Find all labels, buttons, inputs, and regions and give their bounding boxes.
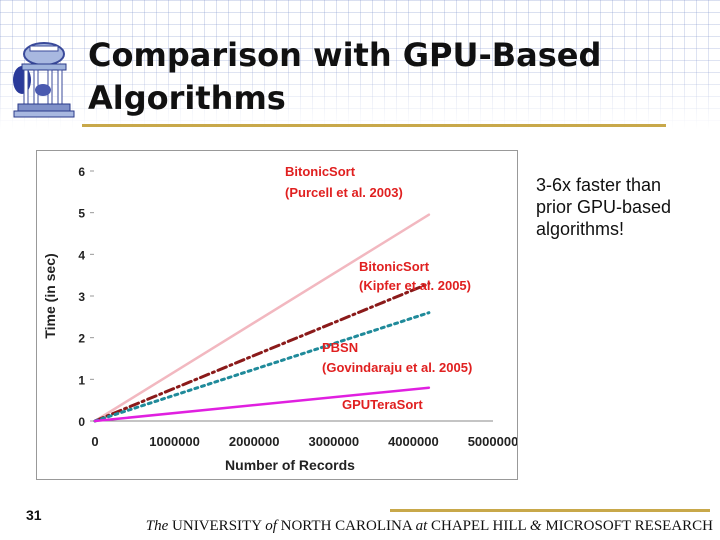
y-axis-title: Time (in sec) <box>42 253 58 338</box>
y-tick-label-3: 3 <box>78 290 85 304</box>
speedup-callout: 3-6x faster than prior GPU-based algorit… <box>536 174 711 240</box>
y-tick-label-1: 1 <box>78 373 85 387</box>
footer-the: The <box>145 518 169 534</box>
header-grid-background <box>0 0 720 130</box>
footer-rule <box>390 509 710 512</box>
chart-frame: 0 1 2 3 4 5 6 0 1000000 2000000 3000000 4000000 5000… <box>36 150 518 480</box>
title-line-1: Comparison with GPU-Based <box>88 36 602 74</box>
x-tick-label-4000000: 4000000 <box>388 434 439 449</box>
y-tick-label-2: 2 <box>78 332 85 346</box>
series-line-1 <box>93 282 431 423</box>
x-tick-label-1000000: 1000000 <box>149 434 200 449</box>
slide-number: 31 <box>26 507 42 523</box>
page-title: Comparison with GPU-Based Algorithms <box>88 34 688 120</box>
y-tick-label-0: 0 <box>78 415 85 429</box>
series-label-1-line-2: (Kipfer et al. 2005) <box>359 278 471 293</box>
callout-line-2: prior GPU-based <box>536 197 672 217</box>
x-tick-label-5000000: 5000000 <box>468 434 517 449</box>
series-label-3-line-1: GPUTeraSort <box>342 397 423 412</box>
y-tick-label-4: 4 <box>78 248 85 262</box>
footer-chapel-hill: CHAPEL HILL <box>427 518 530 534</box>
series-label-2-line-2: (Govindaraju et al. 2005) <box>322 360 472 375</box>
x-tick-label-2000000: 2000000 <box>229 434 280 449</box>
footer-affiliation: The UNIVERSITY of NORTH CAROLINA at CHAP… <box>133 518 713 535</box>
series-line-0 <box>93 213 431 423</box>
x-tick-label-3000000: 3000000 <box>308 434 359 449</box>
series-label-0-line-2: (Purcell et al. 2003) <box>285 185 403 200</box>
series-line-2 <box>93 311 431 423</box>
title-underline <box>82 124 666 127</box>
y-tick-label-5: 5 <box>78 207 85 221</box>
footer-at: at <box>415 518 428 534</box>
footer-ampersand: & <box>529 518 542 534</box>
footer-north-carolina: NORTH CAROLINA <box>276 518 416 534</box>
series-label-0-line-1: BitonicSort <box>285 164 356 179</box>
footer-microsoft-research: MICROSOFT RESEARCH <box>541 518 713 534</box>
y-tick-label-6: 6 <box>78 165 85 179</box>
series-label-2-line-1: PBSN <box>322 340 358 355</box>
series-line-3 <box>93 386 431 423</box>
x-axis-title: Number of Records <box>225 457 355 473</box>
footer-of: of <box>265 518 277 534</box>
old-well-logo <box>13 42 75 118</box>
x-tick-label-0: 0 <box>91 434 98 449</box>
callout-line-1: 3-6x faster than <box>536 175 662 195</box>
footer-university: UNIVERSITY <box>168 518 266 534</box>
series-label-1-line-1: BitonicSort <box>359 259 430 274</box>
title-line-2: Algorithms <box>88 79 286 117</box>
callout-line-3: algorithms! <box>536 219 625 239</box>
sort-time-chart: 0 1 2 3 4 5 6 0 1000000 2000000 3000000 4000000 5000… <box>42 164 517 473</box>
